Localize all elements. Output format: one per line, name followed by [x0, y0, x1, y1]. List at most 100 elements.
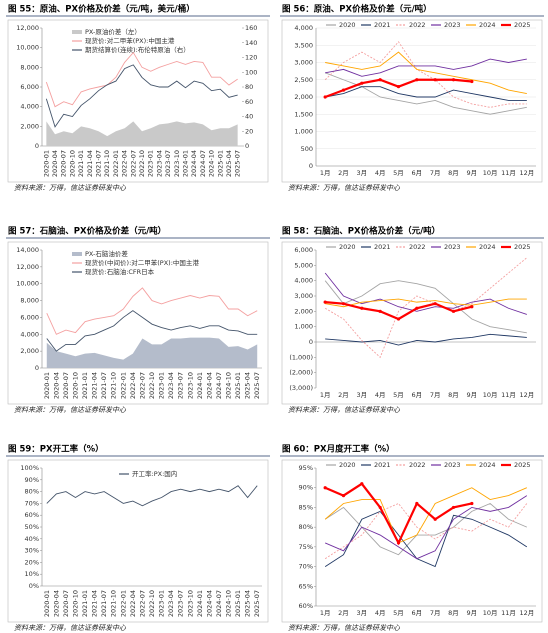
y-tick-label: 3,500 — [294, 41, 313, 49]
x-tick-label: 2024-07 — [215, 372, 223, 399]
x-tick-label: 2021-04 — [86, 150, 94, 177]
y2-tick-label: 100 — [245, 68, 257, 76]
y-tick-label: 2,000 — [294, 93, 313, 101]
marker — [323, 486, 327, 490]
legend-label: 2023 — [444, 243, 461, 251]
figure-title: 图 56：原油、PX价格及价差（元/吨） — [282, 4, 432, 15]
marker — [360, 482, 364, 486]
marker — [470, 501, 474, 506]
x-tick-label: 2020-07 — [60, 150, 68, 177]
line — [324, 257, 528, 359]
y-tick-label: 4,000 — [294, 24, 313, 32]
x-tick-label: 8月 — [448, 391, 459, 399]
x-tick-label: 2024-07 — [215, 590, 223, 617]
x-tick-label: 2021-10 — [110, 590, 118, 617]
y-tick-label: 2,000 — [20, 122, 39, 130]
x-tick-label: 2月 — [338, 169, 349, 177]
line — [324, 510, 528, 568]
x-tick-label: 3月 — [357, 391, 368, 399]
x-tick-label: 2025-04 — [225, 150, 233, 177]
legend-label: 2025 — [514, 243, 531, 251]
x-tick-label: 5月 — [393, 391, 404, 399]
x-tick-label: 2025-04 — [244, 372, 252, 399]
x-tick-label: 12月 — [519, 169, 534, 177]
marker — [433, 517, 437, 521]
y-tick-label: 6,000 — [20, 313, 39, 321]
x-tick-label: 1月 — [320, 609, 331, 617]
x-tick-label: 10月 — [483, 609, 498, 617]
figure-title: 图 58：石脑油、PX价格及价差（元/吨） — [282, 226, 440, 237]
legend-label: 2025 — [514, 21, 531, 29]
x-tick-label: 2025-01 — [216, 150, 224, 177]
y-tick-label: 80% — [299, 523, 313, 531]
marker — [323, 300, 327, 304]
x-tick-label: 2025-04 — [244, 590, 252, 617]
marker — [378, 78, 382, 82]
y2-tick-label: 40 — [245, 113, 253, 121]
x-tick-label: 2020-10 — [71, 590, 79, 617]
x-tick-label: 2020-04 — [51, 150, 59, 177]
source-note: 资料来源：万得，信达证券研发中心 — [288, 406, 401, 414]
x-tick-label: 6月 — [412, 609, 423, 617]
y-tick-label: 10,000 — [16, 44, 39, 52]
y-tick-label: 4,000 — [20, 103, 39, 111]
marker — [451, 78, 456, 82]
y-tick-label: 1,000 — [294, 323, 313, 331]
x-tick-label: 12月 — [519, 391, 534, 399]
figure-title: 图 60：PX月度开工率（%） — [282, 444, 395, 455]
y-tick-label: 8,000 — [20, 63, 39, 71]
x-tick-label: 3月 — [357, 609, 368, 617]
figure-title: 图 55：原油、PX价格及价差（元/吨，美元/桶） — [8, 4, 195, 15]
legend-label: 2022 — [409, 243, 426, 251]
y2-tick-label: 160 — [245, 24, 257, 32]
marker — [341, 88, 346, 92]
y-tick-label: 0 — [309, 162, 313, 170]
y-tick-label: 10% — [25, 570, 39, 578]
y-tick-label: 10,000 — [16, 280, 39, 288]
x-tick-label: 2023-04 — [155, 150, 163, 177]
marker — [415, 306, 419, 310]
y-tick-label: (2,000) — [289, 369, 313, 377]
x-tick-label: 2024-10 — [225, 372, 233, 399]
x-tick-label: 2022-07 — [138, 590, 146, 617]
marker — [451, 505, 456, 510]
x-tick-label: 2022-10 — [148, 372, 156, 399]
source-note: 资料来源：万得，信达证券研发中心 — [14, 624, 127, 632]
chart-frame — [7, 19, 269, 183]
x-tick-label: 2024-01 — [181, 150, 189, 177]
marker — [341, 494, 346, 498]
line — [324, 482, 473, 546]
source-note: 资料来源：万得，信达证券研发中心 — [288, 184, 401, 192]
x-tick-label: 7月 — [430, 391, 441, 399]
y-tick-label: 1,500 — [294, 110, 313, 118]
legend-label: 2024 — [479, 461, 496, 469]
x-tick-label: 2020-04 — [52, 590, 60, 617]
marker — [433, 78, 437, 82]
y-tick-label: 90% — [25, 476, 39, 484]
line — [324, 487, 528, 544]
source-note: 资料来源：万得，信达证券研发中心 — [288, 624, 401, 632]
x-tick-label: 2021-04 — [91, 590, 99, 617]
legend-label: 2023 — [444, 21, 461, 29]
marker — [323, 95, 327, 99]
x-tick-label: 2024-04 — [190, 150, 198, 177]
line — [325, 58, 527, 77]
y-tick-label: 8,000 — [20, 297, 39, 305]
legend-label: 现货价(中间价):对二甲苯(PX):中国主港 — [85, 258, 199, 267]
y-tick-label: 3,000 — [294, 59, 313, 67]
y-tick-label: 4,000 — [20, 330, 39, 338]
legend-label: PX-石脑油价差 — [85, 249, 128, 258]
x-tick-label: 12月 — [519, 609, 534, 617]
y-tick-label: 30% — [25, 547, 39, 555]
marker — [396, 541, 401, 545]
line — [324, 41, 527, 108]
x-tick-label: 8月 — [448, 169, 459, 177]
y-tick-label: 75% — [299, 543, 313, 551]
legend-label: 现货价:石脑油:CFR日本 — [85, 267, 155, 276]
legend-label: 2020 — [339, 461, 356, 469]
y-tick-label: 2,000 — [294, 307, 313, 315]
y2-tick-label: 80 — [245, 83, 253, 91]
x-tick-label: 2022-07 — [129, 150, 137, 177]
x-tick-label: 6月 — [412, 391, 423, 399]
y-tick-label: 70% — [299, 563, 313, 571]
